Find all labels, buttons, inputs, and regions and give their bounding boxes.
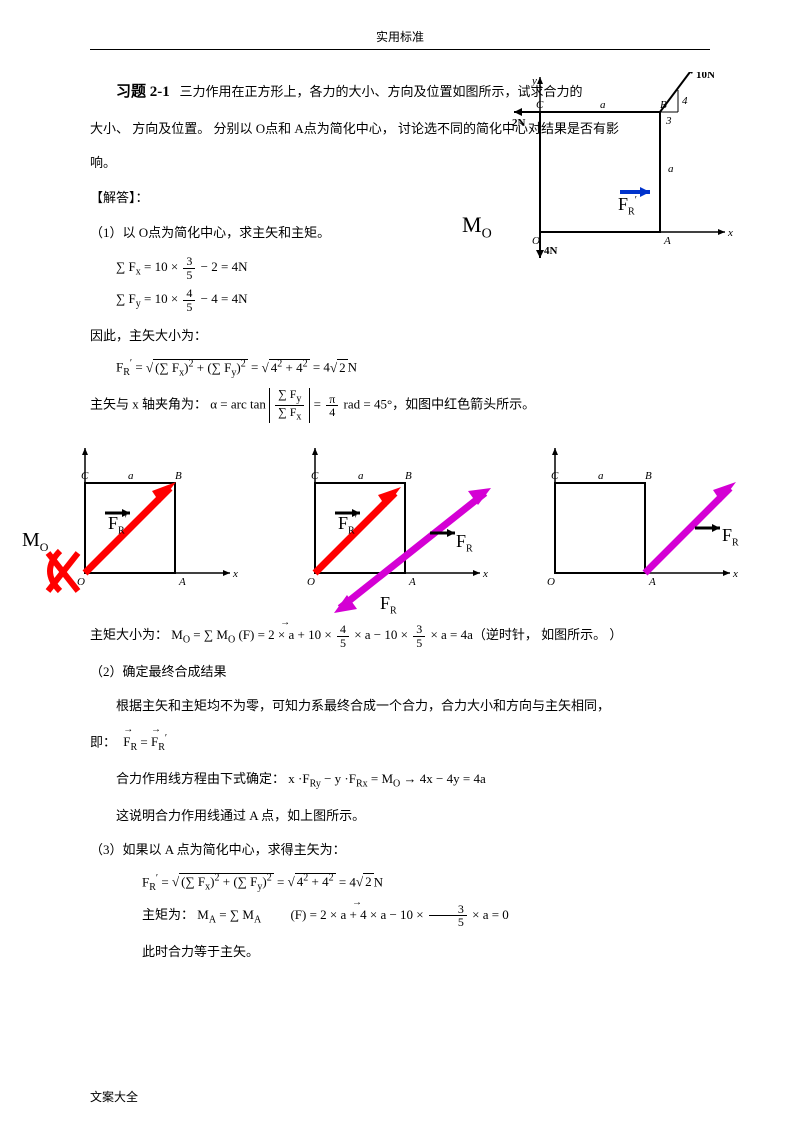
svg-text:x: x	[482, 568, 488, 580]
svg-text:3: 3	[665, 115, 672, 127]
svg-text:O: O	[547, 576, 555, 588]
svg-text:C: C	[311, 470, 319, 482]
svg-text:O: O	[307, 576, 315, 588]
eq-fr-prime-2: FR′ = (∑ Fx)2 + (∑ Fy)2 = 42 + 42 = 42N	[90, 873, 710, 893]
part2-title: （2）确定最终合成结果	[90, 660, 710, 685]
angle-line: 主矢与 x 轴夹角为： α = arc tan ∑ Fy ∑ Fx = π4 r…	[90, 388, 710, 423]
part3-ma: 主矩为： MA = ∑ MA (F) = 2 × a + 4 × a − 10 …	[90, 903, 710, 930]
svg-text:x: x	[232, 568, 238, 580]
svg-text:x: x	[727, 227, 733, 239]
part2-line2: 即： FR = FR′	[90, 729, 710, 757]
svg-text:a: a	[128, 470, 134, 482]
svg-text:O: O	[532, 235, 540, 247]
part2-line4: 这说明合力作用线通过 A 点，如上图所示。	[90, 804, 710, 829]
svg-text:O: O	[77, 576, 85, 588]
main-moment-line: 主矩大小为： MO = ∑ MO (F) = 2 × a + 10 × 45 ×…	[90, 623, 710, 650]
problem-block: 习题 2-1 三力作用在正方形上，各力的大小、方向及位置如图所示，试求合力的 大…	[90, 78, 710, 314]
svg-text:4N: 4N	[544, 245, 558, 257]
svg-text:y: y	[531, 75, 537, 87]
svg-text:a: a	[598, 470, 604, 482]
diagram-cell-2: C B a A O x FR′	[280, 433, 500, 613]
svg-text:x: x	[732, 568, 738, 580]
svg-text:a: a	[600, 99, 606, 111]
svg-text:A: A	[663, 235, 671, 247]
svg-text:A: A	[648, 576, 656, 588]
fr-prime-label: FR′	[618, 194, 637, 218]
eq-fy: ∑ Fy = 10 × 45 − 4 = 4N	[90, 287, 710, 313]
svg-text:a: a	[668, 163, 674, 175]
diagram-cell-1: C B a A O x MO FR′	[30, 433, 250, 613]
svg-text:C: C	[551, 470, 559, 482]
svg-text:B: B	[645, 470, 652, 482]
svg-text:A: A	[178, 576, 186, 588]
eq-fr-prime: FR′ = (∑ Fx)2 + (∑ Fy)2 = 42 + 42 = 42N	[90, 358, 710, 378]
svg-text:B: B	[175, 470, 182, 482]
top-right-diagram: C B a a A O x y 2N 4N 10N	[510, 72, 740, 262]
svg-text:4: 4	[682, 95, 688, 107]
therefore-text: 因此，主矢大小为：	[90, 324, 710, 349]
page-footer: 文案大全	[90, 1088, 138, 1105]
problem-label: 习题 2-1	[116, 84, 170, 100]
page-top-header: 实用标准	[90, 28, 710, 50]
svg-text:C: C	[536, 99, 544, 111]
svg-text:a: a	[358, 470, 364, 482]
part3-title: （3）如果以 A 点为简化中心，求得主矢为：	[90, 838, 710, 863]
diagram-cell-3: C B a A O x FR	[530, 433, 750, 613]
svg-text:B: B	[405, 470, 412, 482]
triplet-diagrams: C B a A O x MO FR′	[30, 433, 750, 613]
svg-text:10N: 10N	[696, 72, 715, 81]
svg-text:C: C	[81, 470, 89, 482]
svg-text:2N: 2N	[512, 117, 526, 129]
part2-line3: 合力作用线方程由下式确定： x ·FRy − y ·FRx = MO → 4x …	[90, 767, 710, 794]
part3-final: 此时合力等于主矢。	[90, 940, 710, 965]
mo-label: MO	[462, 212, 492, 242]
svg-text:A: A	[408, 576, 416, 588]
part2-line1: 根据主矢和主矩均不为零，可知力系最终合成一个合力，合力大小和方向与主矢相同，	[90, 694, 710, 719]
